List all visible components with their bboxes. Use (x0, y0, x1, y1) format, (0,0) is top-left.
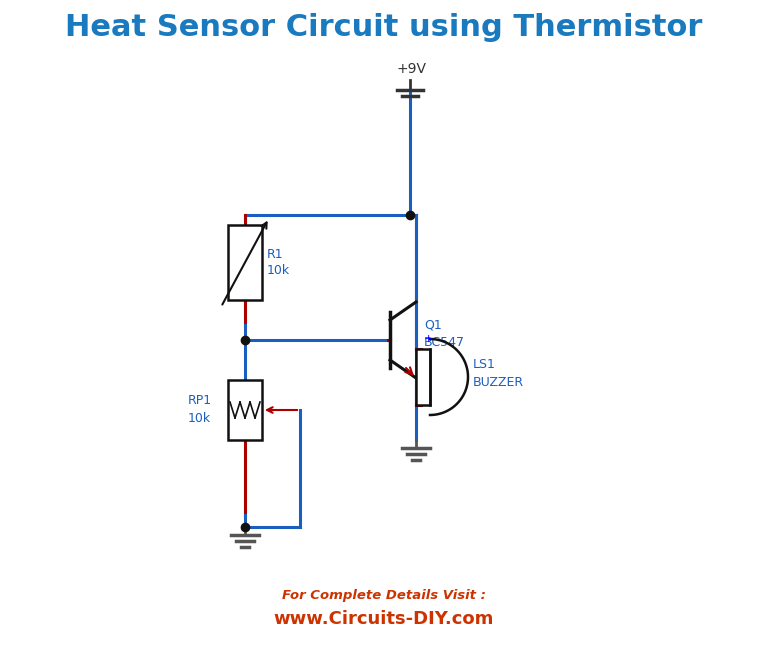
Text: +: + (424, 334, 433, 344)
Text: For Complete Details Visit :: For Complete Details Visit : (282, 588, 486, 602)
Text: Q1: Q1 (424, 319, 442, 332)
Bar (228, 380, 262, 440)
Text: BUZZER: BUZZER (473, 375, 524, 388)
Text: 10k: 10k (267, 264, 290, 277)
Text: 10k: 10k (188, 412, 211, 424)
Text: R1: R1 (267, 248, 283, 261)
Bar (416, 349, 430, 405)
Text: LS1: LS1 (473, 359, 496, 372)
Text: BC547: BC547 (424, 335, 465, 348)
Text: +9V: +9V (397, 62, 427, 76)
Text: RP1: RP1 (188, 393, 212, 406)
Bar (228, 225, 262, 300)
Text: www.Circuits-DIY.com: www.Circuits-DIY.com (274, 610, 494, 628)
Text: Heat Sensor Circuit using Thermistor: Heat Sensor Circuit using Thermistor (65, 14, 703, 43)
